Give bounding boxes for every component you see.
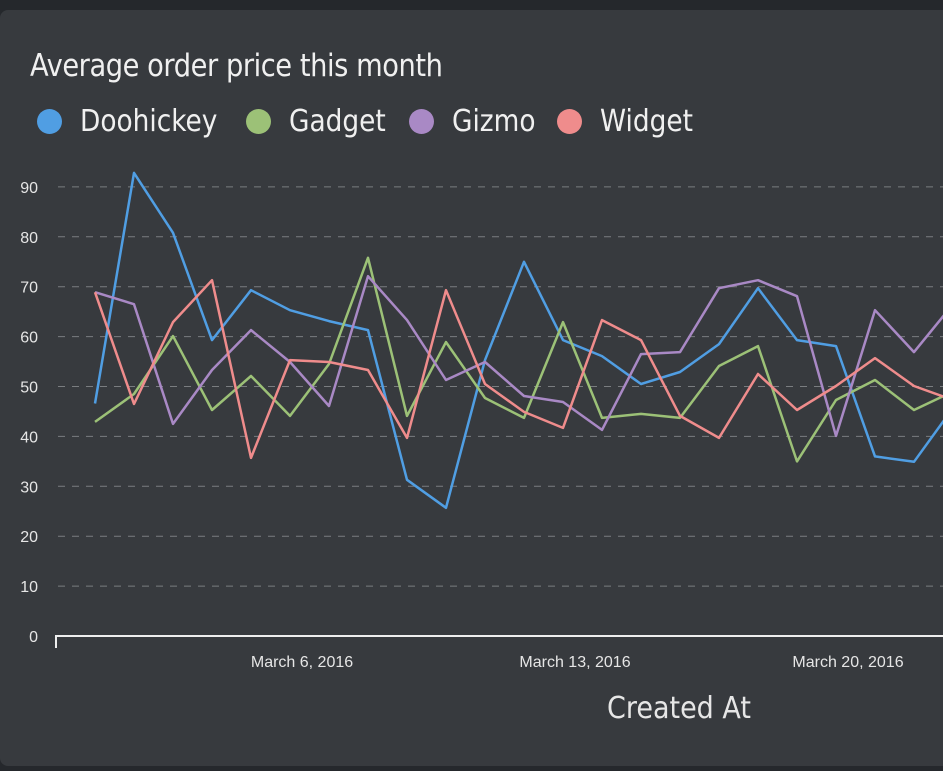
legend-dot-icon bbox=[557, 109, 583, 134]
x-tick-label: March 13, 2016 bbox=[519, 654, 630, 671]
chart-card bbox=[0, 10, 943, 766]
y-tick-label: 0 bbox=[29, 629, 38, 646]
legend: Doohickey Gadget Gizmo Widget bbox=[37, 104, 716, 139]
y-tick-label: 50 bbox=[20, 380, 38, 397]
y-tick-label: 40 bbox=[20, 429, 38, 446]
series-line-doohickey bbox=[93, 171, 943, 510]
y-tick-label: 90 bbox=[20, 180, 38, 197]
legend-label: Gadget bbox=[289, 104, 386, 139]
y-tick-label: 30 bbox=[20, 479, 38, 496]
y-tick-label: 20 bbox=[20, 529, 38, 546]
y-tick-label: 80 bbox=[20, 230, 38, 247]
legend-dot-icon bbox=[409, 109, 435, 134]
legend-item-doohickey[interactable]: Doohickey bbox=[37, 104, 224, 139]
series-line-widget bbox=[93, 278, 943, 460]
x-tick-label: March 20, 2016 bbox=[792, 654, 903, 671]
x-axis-label: Created At bbox=[607, 691, 751, 726]
legend-label: Widget bbox=[600, 104, 694, 139]
legend-item-widget[interactable]: Widget bbox=[557, 104, 694, 139]
legend-label: Gizmo bbox=[452, 104, 536, 139]
legend-dot-icon bbox=[37, 109, 62, 134]
y-tick-label: 10 bbox=[20, 579, 38, 596]
y-tick-label: 60 bbox=[20, 330, 38, 347]
legend-item-gadget[interactable]: Gadget bbox=[246, 104, 387, 139]
legend-label: Doohickey bbox=[80, 104, 218, 139]
y-tick-label: 70 bbox=[20, 280, 38, 297]
legend-item-gizmo[interactable]: Gizmo bbox=[409, 104, 536, 139]
chart-title[interactable]: Average order price this month bbox=[30, 48, 443, 84]
legend-dot-icon bbox=[246, 109, 272, 134]
series-line-gizmo bbox=[94, 274, 943, 438]
series-line-gadget bbox=[94, 256, 943, 463]
x-tick-label: March 6, 2016 bbox=[251, 654, 353, 671]
